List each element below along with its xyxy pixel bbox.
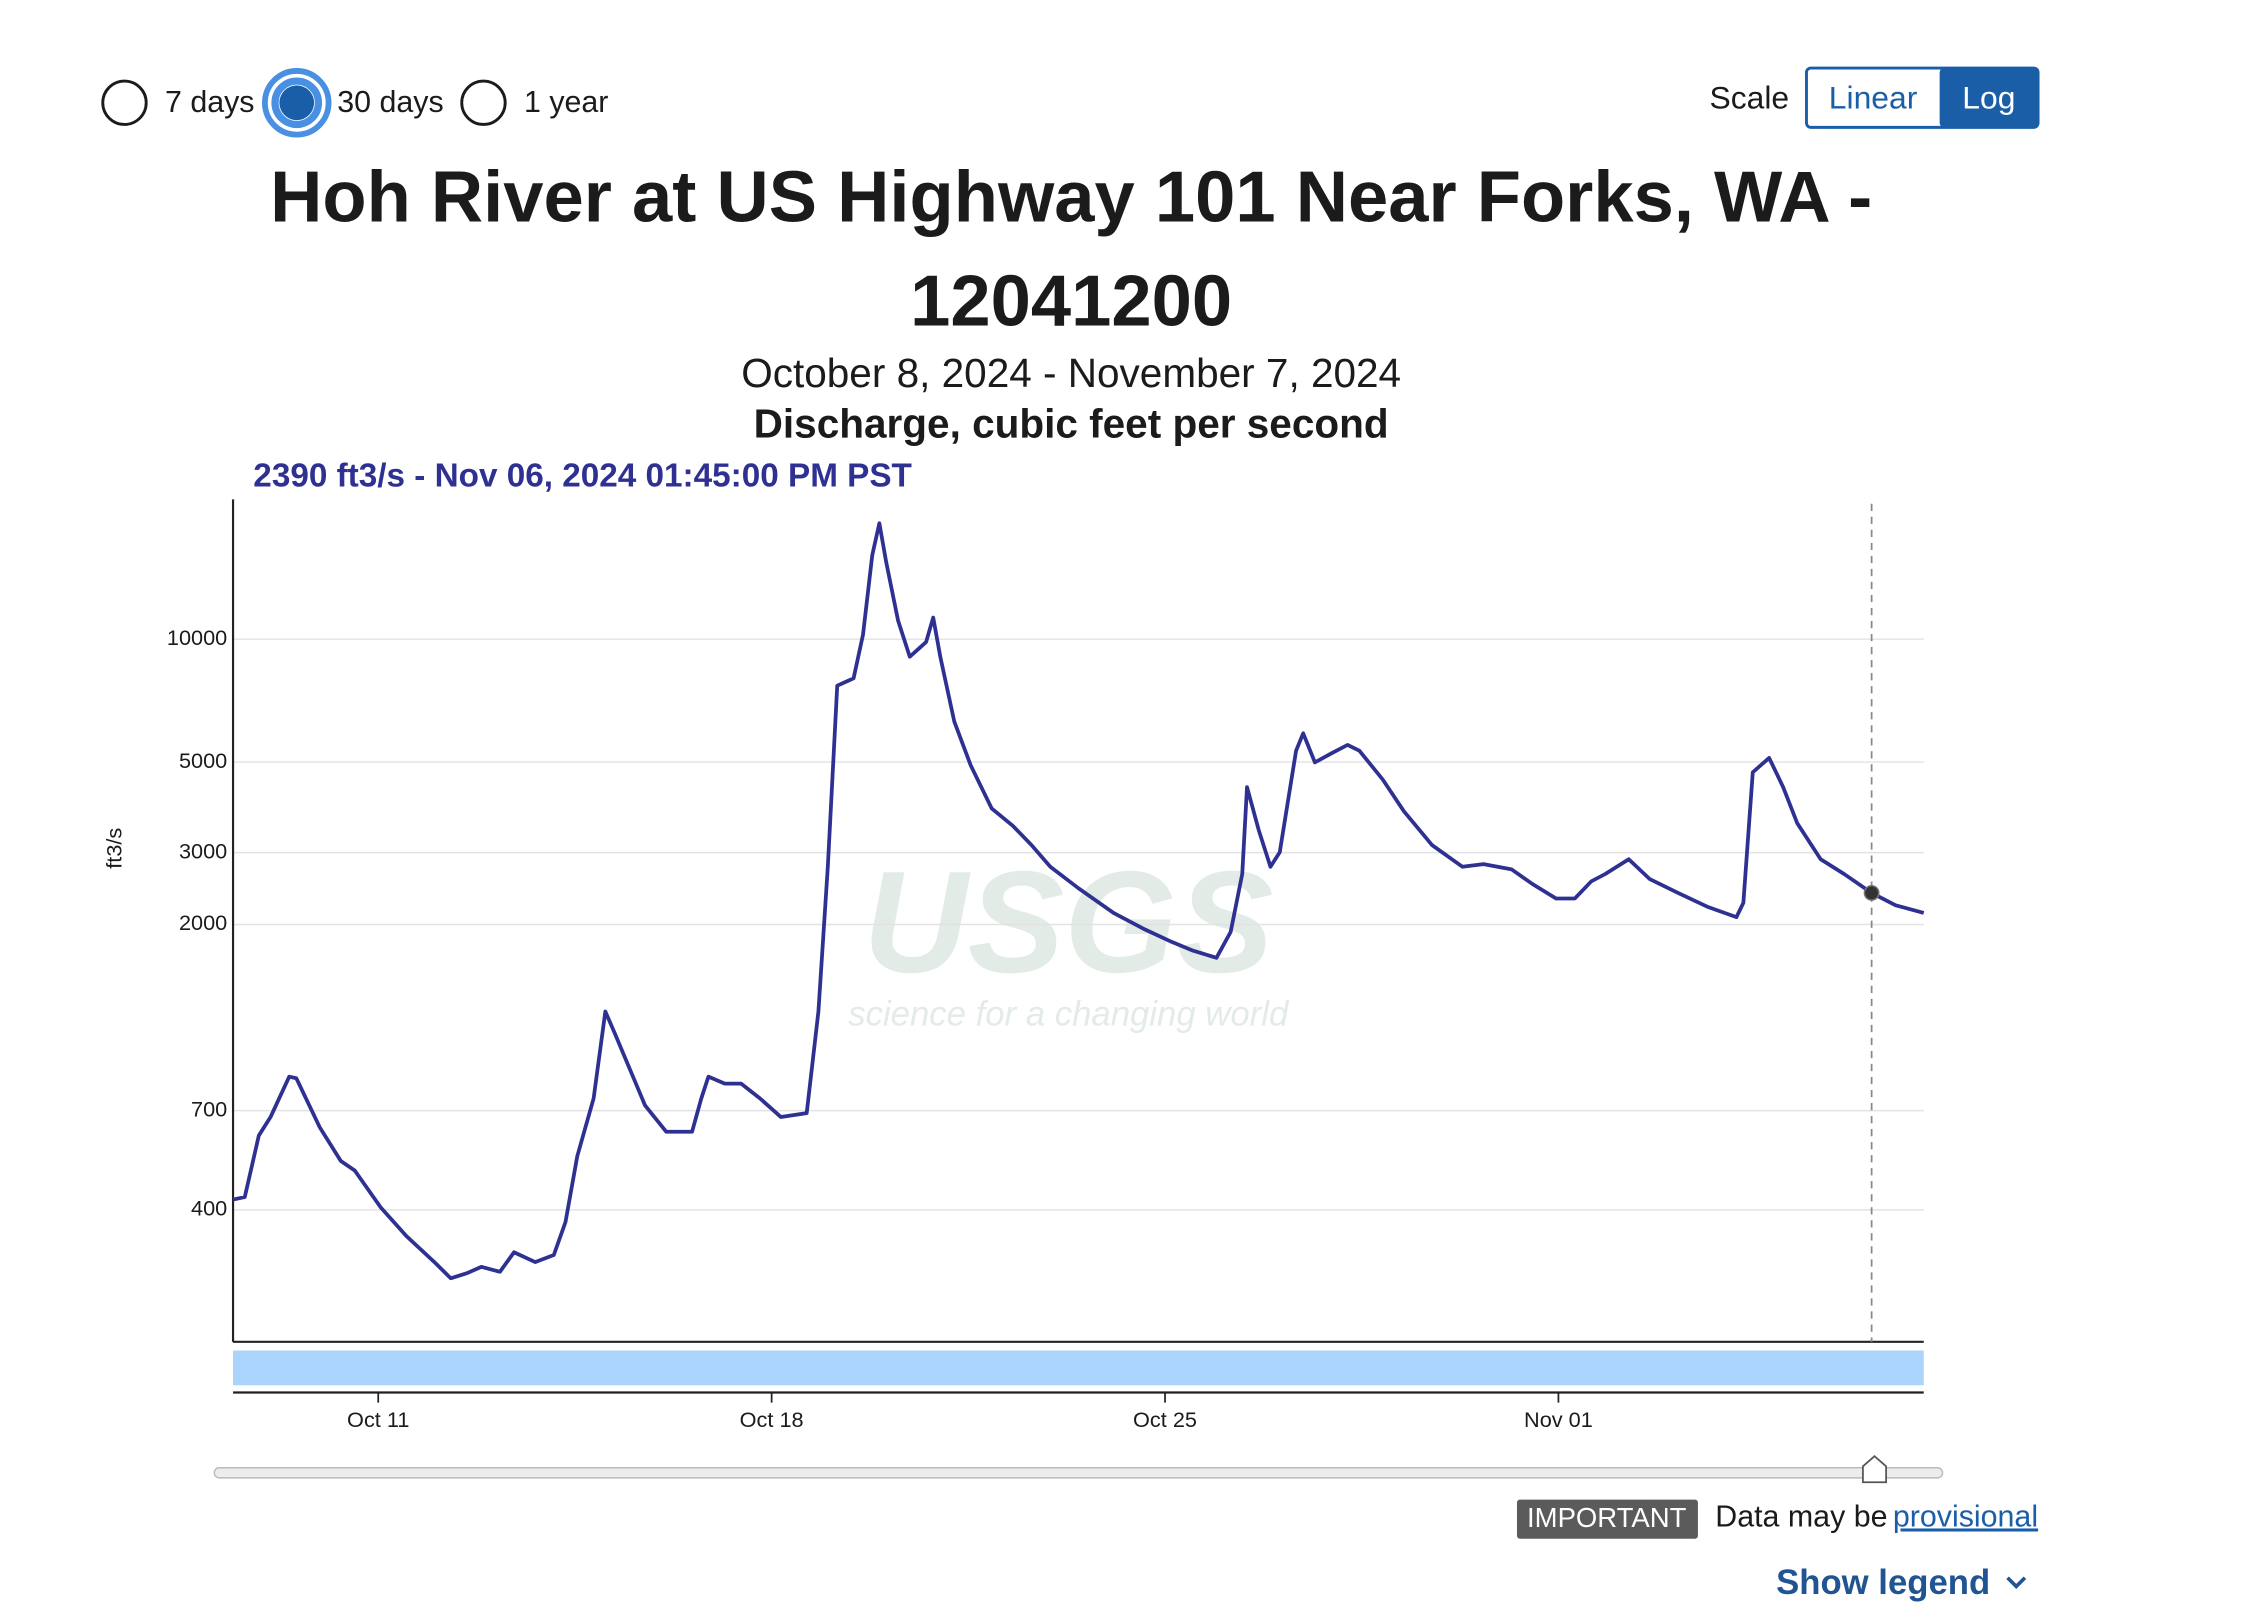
y-tick-label: 400 bbox=[191, 1196, 227, 1221]
scale-option[interactable]: Log bbox=[1962, 79, 2015, 115]
subtitle: October 8, 2024 - November 7, 2024 bbox=[741, 350, 1401, 396]
scale-label: Scale bbox=[1709, 79, 1789, 115]
x-tick-label: Oct 25 bbox=[1133, 1407, 1197, 1432]
slider-handle[interactable] bbox=[1862, 1455, 1887, 1484]
radio[interactable] bbox=[460, 79, 507, 126]
cursor-point bbox=[1863, 884, 1880, 901]
y-axis-label: ft3/s bbox=[102, 828, 127, 869]
watermark-logo: USGS bbox=[863, 841, 1273, 1003]
tooltip-label: 2390 ft3/s - Nov 06, 2024 01:45:00 PM PS… bbox=[253, 457, 912, 494]
radio-label[interactable]: 1 year bbox=[524, 85, 608, 119]
radio-dot bbox=[279, 85, 315, 121]
x-tick-label: Oct 18 bbox=[740, 1407, 804, 1432]
show-legend[interactable]: Show legend bbox=[1776, 1564, 1990, 1602]
discharge-line bbox=[232, 521, 1925, 1281]
watermark-tagline: science for a changing world bbox=[848, 995, 1290, 1033]
y-tick-label: 700 bbox=[191, 1096, 227, 1121]
y-tick-label: 2000 bbox=[179, 910, 227, 935]
important-text: IMPORTANT bbox=[1527, 1502, 1687, 1533]
radio[interactable] bbox=[101, 79, 148, 126]
y-tick-label: 3000 bbox=[179, 838, 227, 863]
provisional-link[interactable]: provisional bbox=[1893, 1499, 2038, 1533]
slider-track[interactable] bbox=[213, 1467, 1944, 1479]
chevron[interactable] bbox=[2006, 1576, 2027, 1590]
chart-title: Hoh River at US Highway 101 Near Forks, … bbox=[270, 156, 1873, 342]
radio-ring bbox=[261, 68, 332, 138]
x-tick-label: Oct 11 bbox=[347, 1407, 409, 1432]
y-tick-label: 10000 bbox=[167, 625, 227, 650]
important-badge bbox=[1516, 1499, 1698, 1539]
scale-option[interactable]: Linear bbox=[1829, 79, 1918, 115]
brush[interactable] bbox=[233, 1350, 1924, 1386]
notice-text: Data may be bbox=[1715, 1499, 1887, 1533]
scale-button[interactable] bbox=[1939, 68, 2039, 128]
radio-label[interactable]: 30 days bbox=[337, 85, 443, 119]
axis-title: Discharge, cubic feet per second bbox=[754, 401, 1389, 447]
y-tick-label: 5000 bbox=[179, 748, 227, 773]
radio-label[interactable]: 7 days bbox=[165, 85, 255, 119]
x-tick-label: Nov 01 bbox=[1524, 1407, 1593, 1432]
